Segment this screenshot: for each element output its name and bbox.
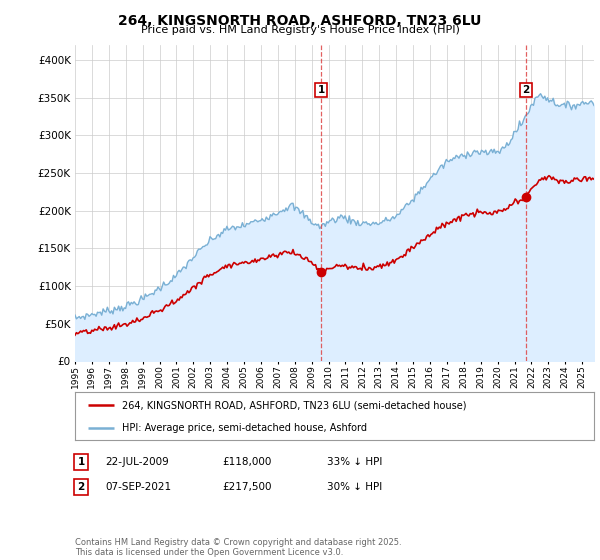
Text: £118,000: £118,000 [222,457,271,467]
Text: £217,500: £217,500 [222,482,271,492]
Text: 30% ↓ HPI: 30% ↓ HPI [327,482,382,492]
Text: 07-SEP-2021: 07-SEP-2021 [105,482,171,492]
Text: Price paid vs. HM Land Registry's House Price Index (HPI): Price paid vs. HM Land Registry's House … [140,25,460,35]
Text: HPI: Average price, semi-detached house, Ashford: HPI: Average price, semi-detached house,… [122,423,367,433]
Text: 1: 1 [317,85,325,95]
Text: 22-JUL-2009: 22-JUL-2009 [105,457,169,467]
Text: 264, KINGSNORTH ROAD, ASHFORD, TN23 6LU (semi-detached house): 264, KINGSNORTH ROAD, ASHFORD, TN23 6LU … [122,400,466,410]
Text: 33% ↓ HPI: 33% ↓ HPI [327,457,382,467]
Text: 264, KINGSNORTH ROAD, ASHFORD, TN23 6LU: 264, KINGSNORTH ROAD, ASHFORD, TN23 6LU [118,14,482,28]
Text: 2: 2 [522,85,530,95]
Text: 2: 2 [77,482,85,492]
Text: 1: 1 [77,457,85,467]
Text: Contains HM Land Registry data © Crown copyright and database right 2025.
This d: Contains HM Land Registry data © Crown c… [75,538,401,557]
